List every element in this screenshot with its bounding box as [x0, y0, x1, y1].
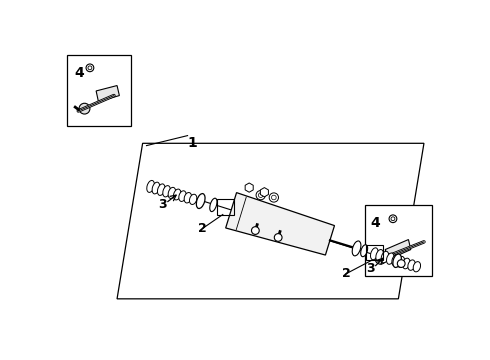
- Polygon shape: [385, 239, 411, 260]
- Text: 3: 3: [366, 262, 375, 275]
- Circle shape: [256, 190, 266, 200]
- Ellipse shape: [387, 253, 394, 264]
- Bar: [365, 205, 432, 276]
- Ellipse shape: [370, 248, 378, 260]
- Bar: [68, 55, 131, 126]
- Ellipse shape: [184, 193, 192, 203]
- Ellipse shape: [179, 191, 186, 202]
- Ellipse shape: [376, 249, 383, 261]
- Ellipse shape: [352, 241, 361, 256]
- Text: 2: 2: [198, 221, 207, 235]
- Ellipse shape: [397, 256, 405, 267]
- Ellipse shape: [173, 189, 181, 200]
- Text: 4: 4: [74, 66, 84, 80]
- Ellipse shape: [147, 180, 154, 192]
- Ellipse shape: [163, 186, 171, 197]
- Circle shape: [375, 253, 386, 264]
- Ellipse shape: [381, 251, 389, 263]
- Ellipse shape: [402, 258, 410, 269]
- Polygon shape: [226, 193, 335, 255]
- Circle shape: [397, 260, 405, 267]
- Text: 1: 1: [188, 136, 197, 150]
- Circle shape: [251, 227, 259, 234]
- Circle shape: [269, 193, 278, 202]
- Polygon shape: [245, 183, 253, 192]
- Ellipse shape: [152, 182, 160, 194]
- Ellipse shape: [393, 254, 401, 267]
- Ellipse shape: [392, 255, 399, 266]
- Ellipse shape: [157, 184, 165, 195]
- Circle shape: [79, 103, 90, 114]
- Ellipse shape: [413, 262, 420, 272]
- Polygon shape: [260, 188, 269, 197]
- Ellipse shape: [196, 194, 205, 208]
- Text: 3: 3: [158, 198, 167, 211]
- Ellipse shape: [361, 245, 368, 257]
- Circle shape: [86, 64, 94, 72]
- Ellipse shape: [408, 260, 415, 270]
- Ellipse shape: [168, 187, 175, 198]
- Text: 2: 2: [342, 267, 350, 280]
- Text: 4: 4: [370, 216, 380, 230]
- Circle shape: [274, 234, 282, 241]
- Ellipse shape: [190, 194, 197, 204]
- Ellipse shape: [210, 198, 217, 212]
- Polygon shape: [96, 86, 120, 102]
- Circle shape: [389, 215, 397, 222]
